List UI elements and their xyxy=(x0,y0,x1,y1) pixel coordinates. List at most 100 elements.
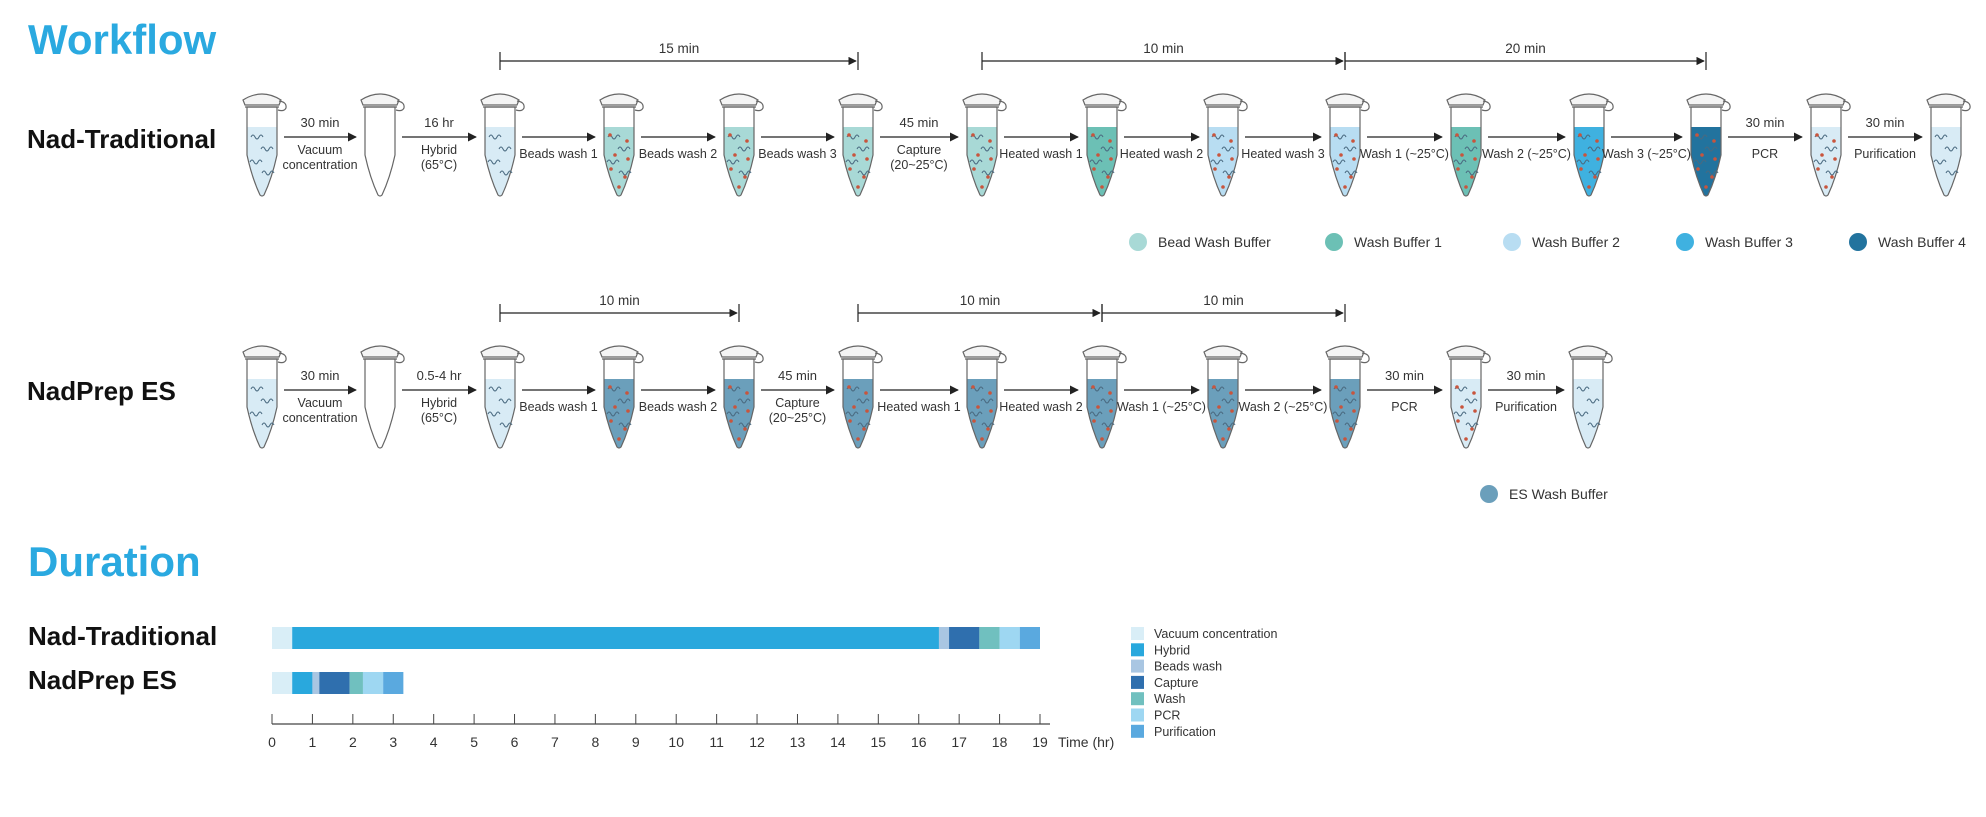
step-label: Wash 1 (~25°C) xyxy=(1117,400,1206,414)
duration-bar-segment xyxy=(1019,627,1040,649)
step-label: Beads wash 1 xyxy=(519,400,598,414)
step-label: Hybrid xyxy=(421,396,457,410)
tube xyxy=(719,345,764,449)
legend-label: Wash Buffer 2 xyxy=(1532,234,1620,250)
step-label: (65°C) xyxy=(421,411,457,425)
chart-legend-label: Capture xyxy=(1154,676,1199,690)
x-tick-label: 13 xyxy=(790,734,806,750)
tube xyxy=(360,93,405,197)
tube xyxy=(1446,345,1491,449)
x-tick-label: 4 xyxy=(430,734,438,750)
step-label: Wash 3 (~25°C) xyxy=(1602,147,1691,161)
tube xyxy=(838,93,883,197)
x-tick-label: 3 xyxy=(389,734,397,750)
chart-legend-swatch xyxy=(1131,692,1144,706)
legend-swatch xyxy=(1480,485,1498,503)
step-duration: 30 min xyxy=(1506,368,1545,383)
step-label: concentration xyxy=(282,158,357,172)
x-tick-label: 5 xyxy=(470,734,478,750)
tube xyxy=(480,345,525,449)
x-tick-label: 6 xyxy=(511,734,519,750)
step-label: Vacuum xyxy=(298,143,343,157)
chart-legend-swatch xyxy=(1131,675,1144,689)
legend-swatch xyxy=(1849,233,1867,251)
x-tick-label: 0 xyxy=(268,734,276,750)
tube xyxy=(962,345,1007,449)
duration-bar-segment xyxy=(272,672,293,694)
x-tick-label: 2 xyxy=(349,734,357,750)
chart-legend-swatch xyxy=(1131,724,1144,738)
step-label: Purification xyxy=(1495,400,1557,414)
step-label: (20~25°C) xyxy=(769,411,826,425)
workflow-title: Workflow xyxy=(28,16,217,63)
x-tick-label: 17 xyxy=(951,734,967,750)
step-label: Heated wash 1 xyxy=(877,400,960,414)
step-label: Heated wash 2 xyxy=(1120,147,1203,161)
step-label: Purification xyxy=(1854,147,1916,161)
x-tick-label: 16 xyxy=(911,734,927,750)
step-label: Hybrid xyxy=(421,143,457,157)
duration-bar-segment xyxy=(272,627,293,649)
step-label: (65°C) xyxy=(421,158,457,172)
step-label: Heated wash 1 xyxy=(999,147,1082,161)
step-duration: 0.5-4 hr xyxy=(417,368,462,383)
duration-bar-segment xyxy=(312,672,320,694)
chart-legend-label: Wash xyxy=(1154,692,1186,706)
tube xyxy=(1325,345,1370,449)
duration-bar-segment xyxy=(292,627,939,649)
chart-legend-label: PCR xyxy=(1154,709,1180,723)
x-tick-label: 1 xyxy=(309,734,317,750)
x-tick-label: 10 xyxy=(668,734,684,750)
duration-title: Duration xyxy=(28,538,201,585)
duration-bar-segment xyxy=(949,627,980,649)
duration-bar-segment xyxy=(383,672,404,694)
step-label: (20~25°C) xyxy=(890,158,947,172)
bracket-label: 10 min xyxy=(1203,293,1244,308)
legend-swatch xyxy=(1129,233,1147,251)
step-duration: 16 hr xyxy=(424,115,454,130)
tube xyxy=(360,345,405,449)
step-duration: 45 min xyxy=(778,368,817,383)
duration-bar-segment xyxy=(292,672,313,694)
legend-swatch xyxy=(1503,233,1521,251)
x-axis-label: Time (hr) xyxy=(1058,734,1114,750)
tube xyxy=(599,345,644,449)
step-label: Capture xyxy=(897,143,942,157)
x-tick-label: 7 xyxy=(551,734,559,750)
step-label: Heated wash 3 xyxy=(1241,147,1324,161)
step-label: Beads wash 3 xyxy=(758,147,837,161)
duration-bar-segment xyxy=(319,672,350,694)
tube xyxy=(242,345,287,449)
step-duration: 30 min xyxy=(1385,368,1424,383)
step-label: PCR xyxy=(1752,147,1778,161)
x-tick-label: 9 xyxy=(632,734,640,750)
duration-bar-segment xyxy=(999,627,1020,649)
chart-legend-label: Vacuum concentration xyxy=(1154,627,1277,641)
step-label: Vacuum xyxy=(298,396,343,410)
tube xyxy=(480,93,525,197)
tube xyxy=(838,345,883,449)
step-label: Beads wash 2 xyxy=(639,400,718,414)
traditional-row-label: Nad-Traditional xyxy=(27,124,217,154)
x-tick-label: 14 xyxy=(830,734,846,750)
tube xyxy=(1686,93,1731,197)
bracket-label: 10 min xyxy=(1143,41,1184,56)
chart-legend-label: Hybrid xyxy=(1154,643,1190,657)
x-tick-label: 15 xyxy=(871,734,887,750)
step-duration: 30 min xyxy=(1865,115,1904,130)
x-tick-label: 8 xyxy=(591,734,599,750)
duration-bar-segment xyxy=(362,672,384,694)
step-duration: 30 min xyxy=(1745,115,1784,130)
step-label: Wash 2 (~25°C) xyxy=(1482,147,1571,161)
legend-swatch xyxy=(1325,233,1343,251)
bracket-label: 15 min xyxy=(659,41,700,56)
step-label: Wash 2 (~25°C) xyxy=(1239,400,1328,414)
legend-label: Wash Buffer 4 xyxy=(1878,234,1966,250)
chart-legend-label: Beads wash xyxy=(1154,660,1222,674)
legend-swatch xyxy=(1676,233,1694,251)
bracket-label: 20 min xyxy=(1505,41,1546,56)
x-tick-label: 19 xyxy=(1032,734,1048,750)
